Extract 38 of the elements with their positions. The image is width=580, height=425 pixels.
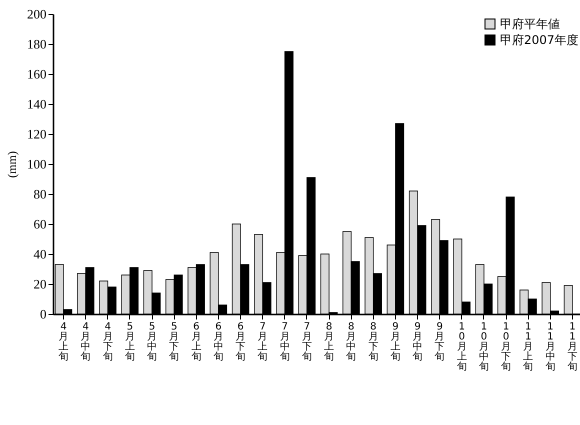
y-tick-label: 0 (40, 306, 46, 322)
y-tick-label: 60 (34, 216, 46, 232)
y-tick-label: 100 (27, 156, 46, 172)
x-tick-label: 8月下旬 (368, 322, 378, 362)
legend-label: 甲府2007年度 (500, 33, 579, 47)
x-tick-label: 8月中旬 (346, 322, 356, 362)
y-tick-label: 20 (34, 276, 46, 292)
x-tick-label: 7月中旬 (280, 322, 290, 362)
y-tick-label: 80 (34, 186, 46, 202)
x-tick-label: 11月下旬 (567, 322, 578, 372)
x-tick-label: 5月上旬 (124, 322, 135, 362)
x-tick-label: 4月中旬 (80, 322, 91, 362)
x-tick-label: 6月下旬 (236, 322, 246, 362)
x-tick-label: 8月上旬 (324, 322, 334, 362)
x-tick-label: 7月下旬 (302, 322, 312, 362)
x-tick-label: 10月中旬 (478, 322, 489, 372)
x-tick-label: 7月上旬 (258, 322, 268, 362)
y-tick-label: 140 (27, 96, 46, 112)
x-tick-label: 9月中旬 (412, 322, 423, 362)
x-tick-label: 10月下旬 (501, 322, 512, 372)
x-tick-label: 11月中旬 (545, 322, 556, 372)
x-tick-label: 6月中旬 (213, 322, 224, 362)
y-tick-label: 40 (34, 246, 46, 262)
x-tick-label: 11月上旬 (523, 322, 534, 372)
x-tick-label: 9月下旬 (434, 322, 445, 362)
legend-label: 甲府平年値 (500, 17, 560, 31)
x-tick-label: 10月上旬 (456, 322, 467, 372)
y-tick-label: 160 (27, 66, 46, 82)
y-tick-label: 200 (27, 6, 46, 22)
x-tick-label: 6月上旬 (191, 322, 202, 362)
y-tick-label: 120 (27, 126, 46, 142)
x-tick-label: 4月下旬 (102, 322, 113, 362)
y-axis-title: (mm) (5, 151, 19, 178)
x-tick-label: 9月上旬 (390, 322, 400, 362)
x-tick-label: 4月上旬 (58, 322, 69, 362)
y-tick-label: 180 (27, 36, 46, 52)
x-tick-label: 5月中旬 (147, 322, 158, 362)
x-tick-label: 5月下旬 (169, 322, 180, 362)
